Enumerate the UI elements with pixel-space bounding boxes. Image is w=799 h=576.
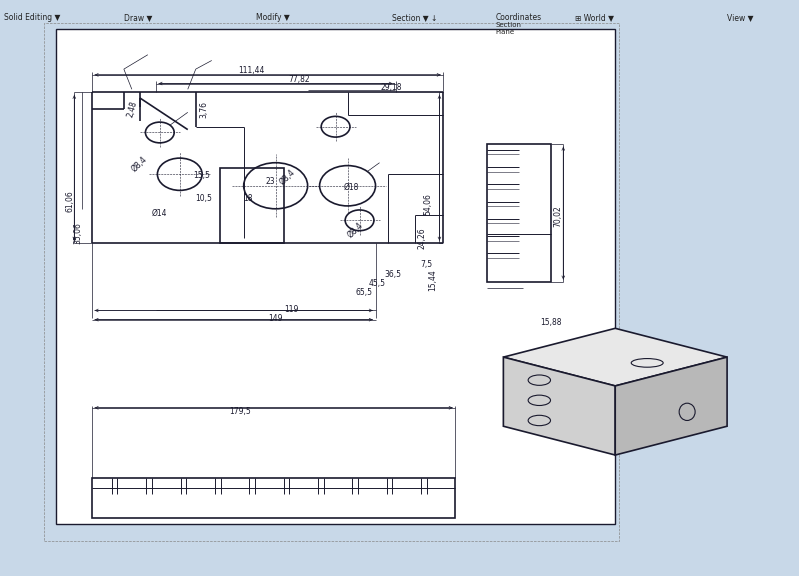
Text: 15,5: 15,5 [193, 171, 210, 180]
Text: Ø8,4: Ø8,4 [278, 168, 297, 186]
Text: 179,5: 179,5 [229, 407, 251, 416]
Polygon shape [615, 357, 727, 455]
Text: Coordinates: Coordinates [495, 13, 542, 22]
Text: Section ▼ ↓: Section ▼ ↓ [392, 13, 437, 22]
Bar [44, 23, 619, 541]
FancyBboxPatch shape [56, 29, 615, 524]
Text: 23: 23 [265, 177, 275, 186]
Text: 35,06: 35,06 [74, 222, 83, 244]
Text: 119: 119 [284, 305, 299, 314]
Text: Section
Plane: Section Plane [495, 22, 522, 35]
Text: 15,88: 15,88 [541, 318, 562, 327]
Text: 15,44: 15,44 [428, 269, 438, 291]
Bar [92, 478, 455, 518]
Text: 149: 149 [268, 314, 283, 323]
Text: 54,06: 54,06 [423, 194, 433, 215]
Text: 61,06: 61,06 [66, 191, 75, 213]
Bar [220, 169, 284, 244]
Text: Draw ▼: Draw ▼ [124, 13, 153, 22]
Text: 36,5: 36,5 [384, 270, 402, 279]
Text: View ▼: View ▼ [727, 13, 753, 22]
Text: 111,44: 111,44 [238, 66, 265, 75]
Text: ⊞ World ▼: ⊞ World ▼ [575, 13, 614, 22]
Text: 2,48: 2,48 [125, 100, 138, 119]
Text: 7,5: 7,5 [420, 260, 433, 270]
Text: 24,26: 24,26 [417, 227, 427, 249]
Text: 65,5: 65,5 [355, 287, 372, 297]
Text: 3,76: 3,76 [199, 101, 209, 118]
Text: Ø8,4: Ø8,4 [130, 155, 149, 173]
Polygon shape [503, 328, 727, 386]
Text: Ø8,4: Ø8,4 [346, 221, 365, 240]
Text: Ø18: Ø18 [344, 183, 360, 192]
Text: 77,82: 77,82 [288, 75, 311, 84]
Bar [487, 144, 551, 282]
Text: Solid Editing ▼: Solid Editing ▼ [4, 13, 61, 22]
Text: 45,5: 45,5 [368, 279, 386, 288]
Text: 70,02: 70,02 [553, 205, 562, 227]
Text: 18: 18 [243, 194, 252, 203]
Text: 29,18: 29,18 [381, 83, 402, 92]
Text: Modify ▼: Modify ▼ [256, 13, 289, 22]
Text: 10,5: 10,5 [195, 194, 213, 203]
Text: Ø14: Ø14 [151, 209, 167, 218]
Polygon shape [503, 357, 615, 455]
